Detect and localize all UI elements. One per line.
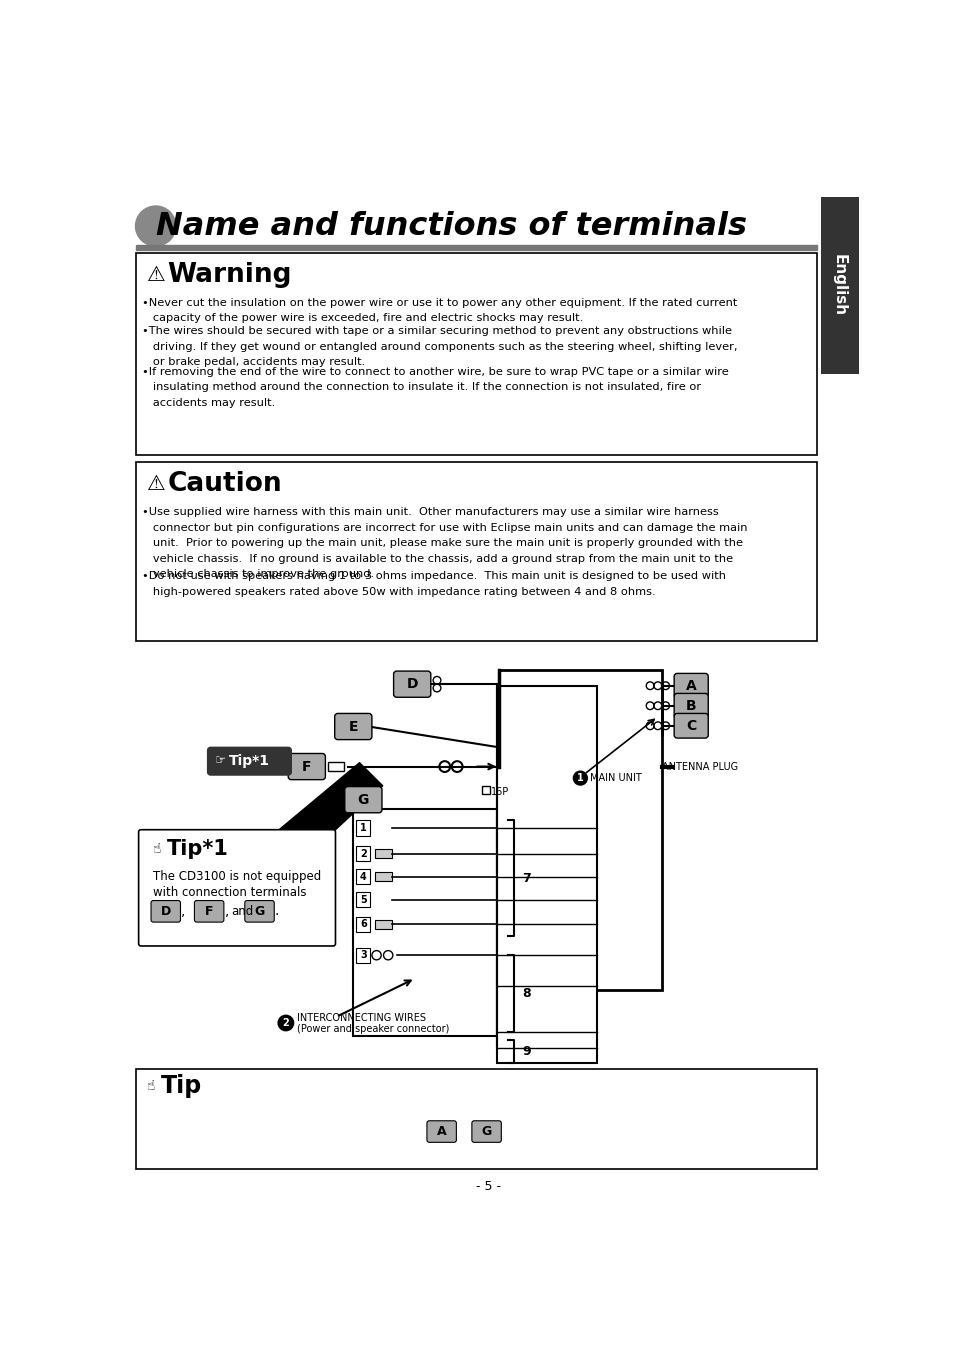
Bar — [375, 871, 392, 881]
Text: 9: 9 — [521, 1044, 530, 1058]
Bar — [356, 892, 370, 908]
Bar — [481, 786, 489, 793]
Text: D: D — [406, 677, 417, 692]
FancyBboxPatch shape — [674, 693, 707, 719]
Circle shape — [573, 771, 587, 785]
Text: 1: 1 — [577, 773, 583, 784]
FancyBboxPatch shape — [138, 830, 335, 946]
FancyBboxPatch shape — [208, 747, 291, 775]
FancyBboxPatch shape — [245, 901, 274, 923]
Text: for the main unit wires and: for the main unit wires and — [503, 1127, 658, 1138]
Text: INTERCONNECTING WIRES: INTERCONNECTING WIRES — [296, 1013, 425, 1023]
Text: English: English — [831, 254, 846, 316]
Text: •The wires should be secured with tape or a similar securing method to prevent a: •The wires should be secured with tape o… — [142, 326, 738, 367]
FancyBboxPatch shape — [674, 713, 707, 738]
Text: Tip: Tip — [161, 1074, 202, 1098]
Text: Name and functions of terminals: Name and functions of terminals — [156, 211, 746, 242]
Text: ☝: ☝ — [153, 842, 162, 857]
Bar — [820, 197, 858, 374]
Text: G: G — [481, 1125, 491, 1138]
Text: Tip*1: Tip*1 — [229, 754, 270, 769]
Text: ⚠: ⚠ — [147, 474, 166, 494]
Text: MAIN UNIT: MAIN UNIT — [589, 773, 640, 784]
Text: ☞: ☞ — [215, 755, 227, 767]
Text: with connection terminals: with connection terminals — [153, 885, 307, 898]
FancyBboxPatch shape — [194, 901, 224, 923]
Text: Caution: Caution — [167, 471, 282, 497]
Bar — [356, 917, 370, 932]
FancyBboxPatch shape — [335, 713, 372, 739]
Bar — [375, 848, 392, 858]
Text: ⚠: ⚠ — [147, 265, 166, 285]
Text: •If removing the end of the wire to connect to another wire, be sure to wrap PVC: •If removing the end of the wire to conn… — [142, 366, 728, 408]
Text: •Do not use with speakers having 1 to 3 ohms impedance.  This main unit is desig: •Do not use with speakers having 1 to 3 … — [142, 571, 726, 597]
Text: .: . — [274, 904, 278, 919]
Text: 6: 6 — [359, 920, 366, 929]
Bar — [136, 462, 816, 642]
Text: and: and — [232, 905, 253, 917]
Text: •Refer to page 6 for details on the wire colors and connection points for Interc: •Refer to page 6 for details on the wire… — [142, 1109, 705, 1119]
Text: ,: , — [224, 904, 229, 919]
Ellipse shape — [135, 205, 175, 246]
Bar — [356, 947, 370, 963]
Bar — [497, 686, 597, 1063]
Text: ☝: ☝ — [147, 1079, 155, 1093]
Text: A: A — [685, 678, 696, 693]
Text: to: to — [456, 1127, 468, 1138]
FancyBboxPatch shape — [151, 901, 180, 923]
FancyBboxPatch shape — [674, 673, 707, 698]
Text: 5: 5 — [359, 894, 366, 905]
Text: 2: 2 — [359, 848, 366, 859]
Text: terminals.: terminals. — [142, 1146, 199, 1155]
Text: G: G — [357, 793, 369, 807]
Bar — [136, 253, 816, 455]
Bar — [136, 1069, 816, 1169]
Bar — [136, 245, 816, 250]
Bar — [356, 869, 370, 885]
FancyBboxPatch shape — [288, 754, 325, 780]
Text: •Refer to pages 6 to 7 for details on connection points: •Refer to pages 6 to 7 for details on co… — [142, 1127, 453, 1138]
Text: D: D — [160, 905, 171, 917]
Text: 7: 7 — [521, 871, 531, 885]
Text: Warning: Warning — [167, 262, 292, 288]
Text: 16P: 16P — [491, 788, 509, 797]
Text: •Use supplied wire harness with this main unit.  Other manufacturers may use a s: •Use supplied wire harness with this mai… — [142, 507, 747, 580]
Text: - 5 -: - 5 - — [476, 1179, 501, 1193]
Text: F: F — [302, 759, 312, 774]
Text: B: B — [685, 698, 696, 713]
Text: (Power and speaker connector): (Power and speaker connector) — [296, 1024, 449, 1034]
Text: The CD3100 is not equipped: The CD3100 is not equipped — [153, 870, 321, 884]
Bar — [356, 820, 370, 836]
Text: E: E — [348, 720, 357, 734]
Text: •Never cut the insulation on the power wire or use it to power any other equipme: •Never cut the insulation on the power w… — [142, 297, 737, 323]
FancyBboxPatch shape — [427, 1121, 456, 1143]
Text: F: F — [205, 905, 213, 917]
Text: ANTENNA PLUG: ANTENNA PLUG — [661, 762, 737, 771]
Text: ,: , — [181, 904, 186, 919]
Text: Tip*1: Tip*1 — [167, 839, 229, 859]
FancyBboxPatch shape — [394, 671, 431, 697]
Bar — [353, 809, 497, 1036]
Bar — [375, 920, 392, 929]
Text: 2: 2 — [282, 1019, 289, 1028]
Polygon shape — [239, 763, 382, 897]
Text: C: C — [685, 719, 696, 732]
Text: 3: 3 — [359, 950, 366, 961]
Text: A: A — [436, 1125, 446, 1138]
Bar — [328, 762, 344, 771]
Text: G: G — [254, 905, 264, 917]
Circle shape — [278, 1016, 294, 1031]
FancyBboxPatch shape — [472, 1121, 500, 1143]
Text: 4: 4 — [359, 871, 366, 882]
FancyBboxPatch shape — [344, 786, 381, 813]
Text: 1: 1 — [359, 823, 366, 834]
Text: 8: 8 — [521, 988, 530, 1000]
Bar — [356, 846, 370, 862]
Bar — [498, 670, 661, 990]
